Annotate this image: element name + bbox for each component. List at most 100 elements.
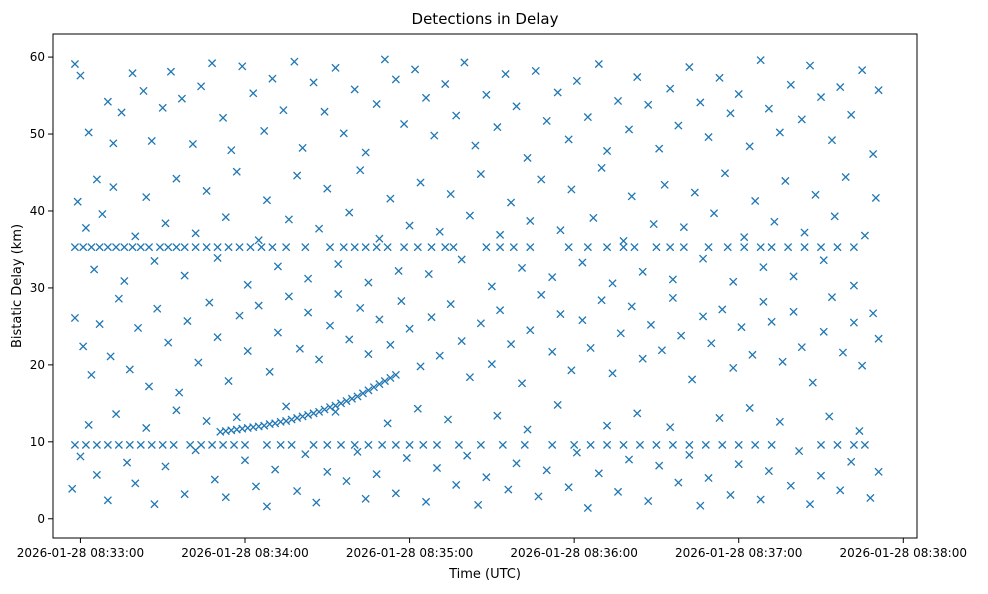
data-point (718, 440, 727, 449)
data-point (271, 465, 280, 474)
data-point (583, 503, 592, 513)
data-point (704, 243, 713, 252)
data-point (301, 450, 310, 459)
data-point (383, 419, 392, 428)
data-point (770, 217, 779, 226)
data-point (251, 482, 261, 491)
data-point (210, 475, 219, 484)
data-point (262, 440, 272, 449)
data-point (652, 440, 661, 449)
data-point (553, 400, 562, 409)
data-point (295, 344, 304, 353)
data-point (139, 86, 148, 96)
data-point (734, 89, 743, 99)
data-point (309, 78, 318, 87)
data-point (567, 185, 576, 194)
plot-marks (68, 55, 883, 513)
data-point (506, 340, 516, 349)
data-point (301, 243, 310, 252)
data-point (68, 484, 77, 493)
data-point (797, 343, 806, 352)
data-point (106, 352, 115, 361)
data-point (778, 357, 787, 366)
data-point (624, 125, 634, 134)
data-point (805, 500, 815, 509)
data-point (781, 176, 790, 186)
data-point (331, 401, 340, 410)
data-point (534, 492, 543, 501)
data-point (482, 243, 491, 252)
data-point (649, 219, 658, 229)
data-point (336, 399, 346, 408)
data-point (342, 396, 351, 406)
data-point (87, 370, 96, 379)
data-point (597, 296, 606, 305)
data-point (232, 167, 241, 176)
data-point (147, 136, 156, 146)
data-point (504, 485, 513, 494)
data-point (298, 412, 307, 421)
data-point (476, 169, 485, 179)
data-point (375, 380, 384, 389)
data-point (564, 243, 573, 252)
data-point (759, 297, 768, 306)
data-point (249, 89, 258, 98)
y-tick-label: 10 (30, 435, 45, 449)
data-point (465, 211, 474, 220)
data-point (287, 440, 296, 449)
data-point (120, 276, 129, 286)
data-point (150, 500, 159, 509)
data-point (323, 184, 332, 193)
data-point (542, 466, 551, 475)
data-point (353, 447, 362, 456)
data-point (674, 121, 683, 130)
data-point (273, 328, 282, 337)
data-point (345, 208, 354, 217)
data-point (657, 346, 666, 355)
data-point (427, 313, 436, 322)
data-point (718, 305, 727, 314)
data-point (435, 351, 444, 360)
data-point (460, 58, 469, 67)
data-point (679, 243, 688, 252)
y-tick-label: 60 (30, 50, 45, 64)
data-point (816, 471, 826, 480)
data-point (183, 316, 192, 326)
data-point (866, 493, 875, 503)
data-point (449, 243, 458, 252)
data-point (602, 440, 612, 449)
data-point (441, 79, 450, 89)
data-point (416, 178, 425, 187)
data-point (578, 258, 587, 267)
data-point (320, 405, 329, 414)
data-point (191, 229, 200, 238)
data-point (334, 290, 343, 299)
data-point (668, 293, 677, 302)
data-point (221, 493, 230, 502)
data-point (70, 440, 80, 449)
data-point (526, 326, 535, 335)
data-point (751, 440, 760, 449)
data-point (353, 392, 362, 401)
data-point (638, 354, 647, 363)
data-point (858, 361, 867, 370)
data-point (144, 382, 154, 391)
data-point (194, 358, 203, 367)
data-point (666, 84, 675, 93)
data-point (487, 282, 496, 291)
data-point (235, 311, 244, 320)
data-point (767, 440, 776, 449)
data-point (698, 254, 708, 263)
data-point (122, 458, 132, 467)
data-point (191, 446, 200, 455)
data-point (452, 480, 461, 489)
data-point (323, 440, 332, 449)
data-point (493, 123, 502, 132)
data-point (375, 315, 384, 324)
series-2 (70, 243, 858, 252)
data-point (572, 448, 581, 457)
data-point (849, 281, 858, 290)
data-point (860, 231, 869, 240)
data-point (616, 329, 625, 338)
data-point (136, 440, 145, 449)
